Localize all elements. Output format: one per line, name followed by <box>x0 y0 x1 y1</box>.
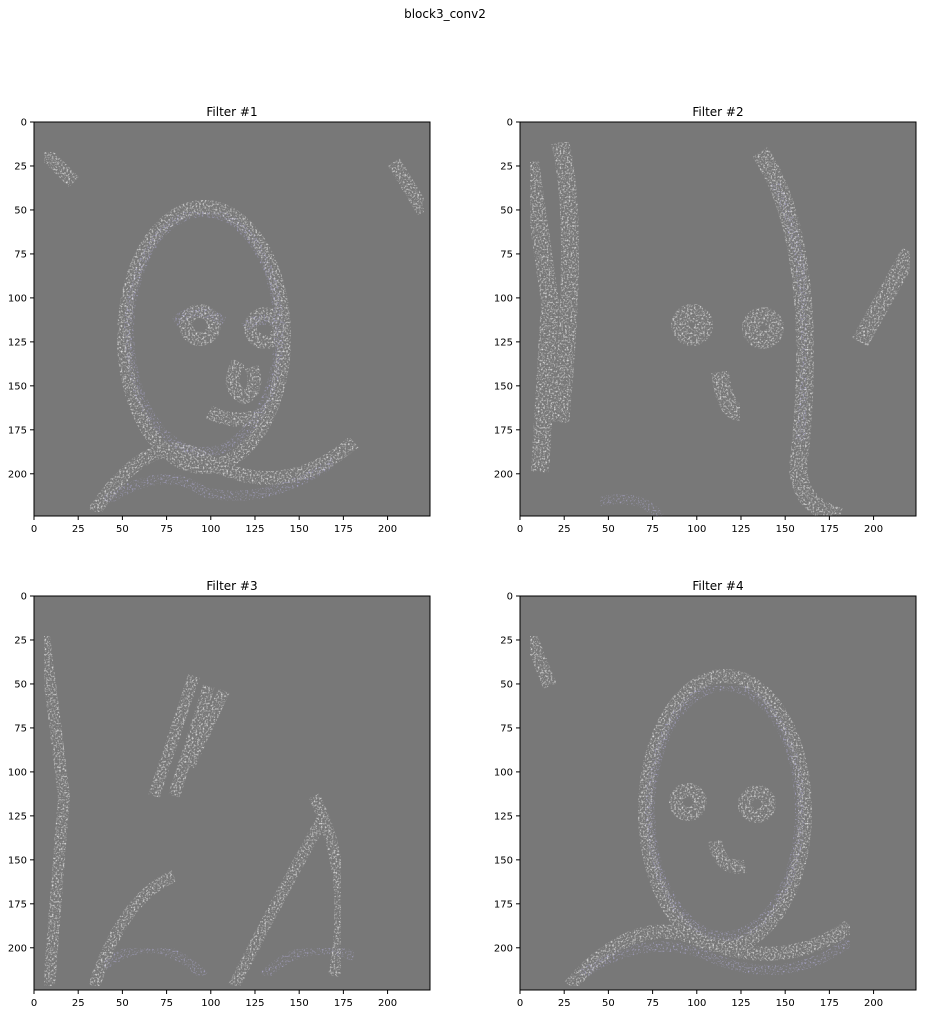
filter-2-xtick-label: 75 <box>646 524 659 535</box>
filter-4-xtick-label: 0 <box>517 998 523 1009</box>
filter-3-ytick-label: 75 <box>14 723 27 734</box>
filter-1-panel: Filter #1 0 25 50 75 100 125 150 175 200 0 25 50 75 1… <box>8 105 431 535</box>
filter-2-ytick-label: 150 <box>494 381 513 392</box>
filter-1-ytick-label: 175 <box>8 425 27 436</box>
filter-1-xtick-label: 150 <box>290 524 309 535</box>
filter-2-xtick-label: 0 <box>517 524 523 535</box>
filter-2-ytick-label: 25 <box>500 161 513 172</box>
filter-3-ytick-label: 150 <box>8 855 27 866</box>
filter-1-ytick-label: 200 <box>8 469 27 480</box>
filter-4-heatmap <box>520 596 916 990</box>
filter-3-xtick-label: 125 <box>245 998 264 1009</box>
filter-2-ytick-label: 200 <box>494 469 513 480</box>
filter-4-axes-frame <box>519 595 917 991</box>
filter-1-ytick-label: 150 <box>8 381 27 392</box>
filter-2-ytick-label: 100 <box>494 293 513 304</box>
filter-1-ytick-label: 100 <box>8 293 27 304</box>
filter-2-xtick-label: 200 <box>864 524 883 535</box>
filter-1-xtick-label: 75 <box>160 524 173 535</box>
filter-3-ytick-label: 100 <box>8 767 27 778</box>
filter-4-ytick-label: 100 <box>494 767 513 778</box>
filter-4-ytick-label: 50 <box>500 679 513 690</box>
filter-4-xtick-label: 75 <box>646 998 659 1009</box>
filter-2-ytick-label: 125 <box>494 337 513 348</box>
filter-4-ytick-label: 200 <box>494 943 513 954</box>
filter-1-ytick-label: 25 <box>14 161 27 172</box>
filter-2-panel: Filter #2 0 25 50 75 100 125 150 175 200 0 25 50 75 1… <box>494 105 918 535</box>
filter-3-axes-frame <box>33 595 431 991</box>
filter-2-xtick-label: 125 <box>731 524 750 535</box>
filter-2-xtick-label: 50 <box>602 524 615 535</box>
filter-1-ytick-label: 125 <box>8 337 27 348</box>
filter-3-ytick-label: 25 <box>14 635 27 646</box>
filter-4-xtick-label: 200 <box>864 998 883 1009</box>
filter-1-xtick-label: 0 <box>31 524 37 535</box>
filter-3-xtick-label: 0 <box>31 998 37 1009</box>
filter-1-xtick-label: 125 <box>245 524 264 535</box>
filter-4-activation-pattern <box>523 633 855 991</box>
filter-1-xtick-label: 200 <box>378 524 397 535</box>
filter-4-title: Filter #4 <box>692 579 743 593</box>
filter-1-xtick-label: 50 <box>116 524 129 535</box>
filter-3-title: Filter #3 <box>206 579 257 593</box>
filter-2-ytick-label: 175 <box>494 425 513 436</box>
filter-2-xtick-label: 25 <box>558 524 571 535</box>
filter-2-heatmap <box>520 122 916 516</box>
filter-4-ytick-label: 25 <box>500 635 513 646</box>
filter-3-xtick-label: 75 <box>160 998 173 1009</box>
filter-1-xtick-label: 175 <box>334 524 353 535</box>
filter-4-ytick-label: 150 <box>494 855 513 866</box>
filter-4-ytick-label: 125 <box>494 811 513 822</box>
filter-3-xtick-label: 50 <box>116 998 129 1009</box>
filter-2-title: Filter #2 <box>692 105 743 119</box>
filter-3-xtick-label: 150 <box>290 998 309 1009</box>
filter-4-xtick-label: 150 <box>776 998 795 1009</box>
filter-1-ytick-label: 50 <box>14 205 27 216</box>
filter-1-ytick-label: 75 <box>14 249 27 260</box>
filter-1-xtick-label: 100 <box>201 524 220 535</box>
filter-3-ytick-label: 200 <box>8 943 27 954</box>
filter-4-xtick-label: 25 <box>558 998 571 1009</box>
filter-4-xtick-label: 125 <box>731 998 750 1009</box>
filter-1-xtick-label: 25 <box>72 524 85 535</box>
filter-2-ytick-label: 0 <box>507 118 513 129</box>
filter-2-ytick-label: 75 <box>500 249 513 260</box>
filter-1-ytick-label: 0 <box>21 118 27 129</box>
filter-1-axes-frame <box>33 121 431 517</box>
filter-1-title: Filter #1 <box>206 105 257 119</box>
filter-3-heatmap <box>34 596 430 990</box>
filter-2-xtick-label: 175 <box>820 524 839 535</box>
filter-3-xtick-label: 200 <box>378 998 397 1009</box>
filter-2-xtick-label: 150 <box>776 524 795 535</box>
filter-3-ytick-label: 50 <box>14 679 27 690</box>
filter-1-activation-pattern <box>39 147 431 516</box>
filter-3-activation-pattern <box>38 635 356 989</box>
filter-3-ytick-label: 125 <box>8 811 27 822</box>
filter-3-ytick-label: 175 <box>8 899 27 910</box>
filter-4-xtick-label: 100 <box>687 998 706 1009</box>
filter-2-axes-frame <box>519 121 917 517</box>
filter-3-xtick-label: 175 <box>334 998 353 1009</box>
filter-3-xtick-label: 25 <box>72 998 85 1009</box>
filter-2-activation-pattern <box>521 139 918 526</box>
filter-3-panel: Filter #3 0 25 50 75 100 125 150 175 200 0 25 50 75 1… <box>8 579 431 1009</box>
filter-2-ytick-label: 50 <box>500 205 513 216</box>
filter-4-ytick-label: 75 <box>500 723 513 734</box>
filter-4-xtick-label: 175 <box>820 998 839 1009</box>
filter-2-xtick-label: 100 <box>687 524 706 535</box>
filter-4-ytick-label: 0 <box>507 592 513 603</box>
filter-4-panel: Filter #4 0 25 50 75 100 125 150 175 200 0 25 50 75 1… <box>494 579 917 1009</box>
filter-1-heatmap <box>34 122 430 516</box>
filter-4-xtick-label: 50 <box>602 998 615 1009</box>
filter-4-ytick-label: 175 <box>494 899 513 910</box>
figure-title: block3_conv2 <box>404 7 486 21</box>
filter-3-ytick-label: 0 <box>21 592 27 603</box>
filter-3-xtick-label: 100 <box>201 998 220 1009</box>
